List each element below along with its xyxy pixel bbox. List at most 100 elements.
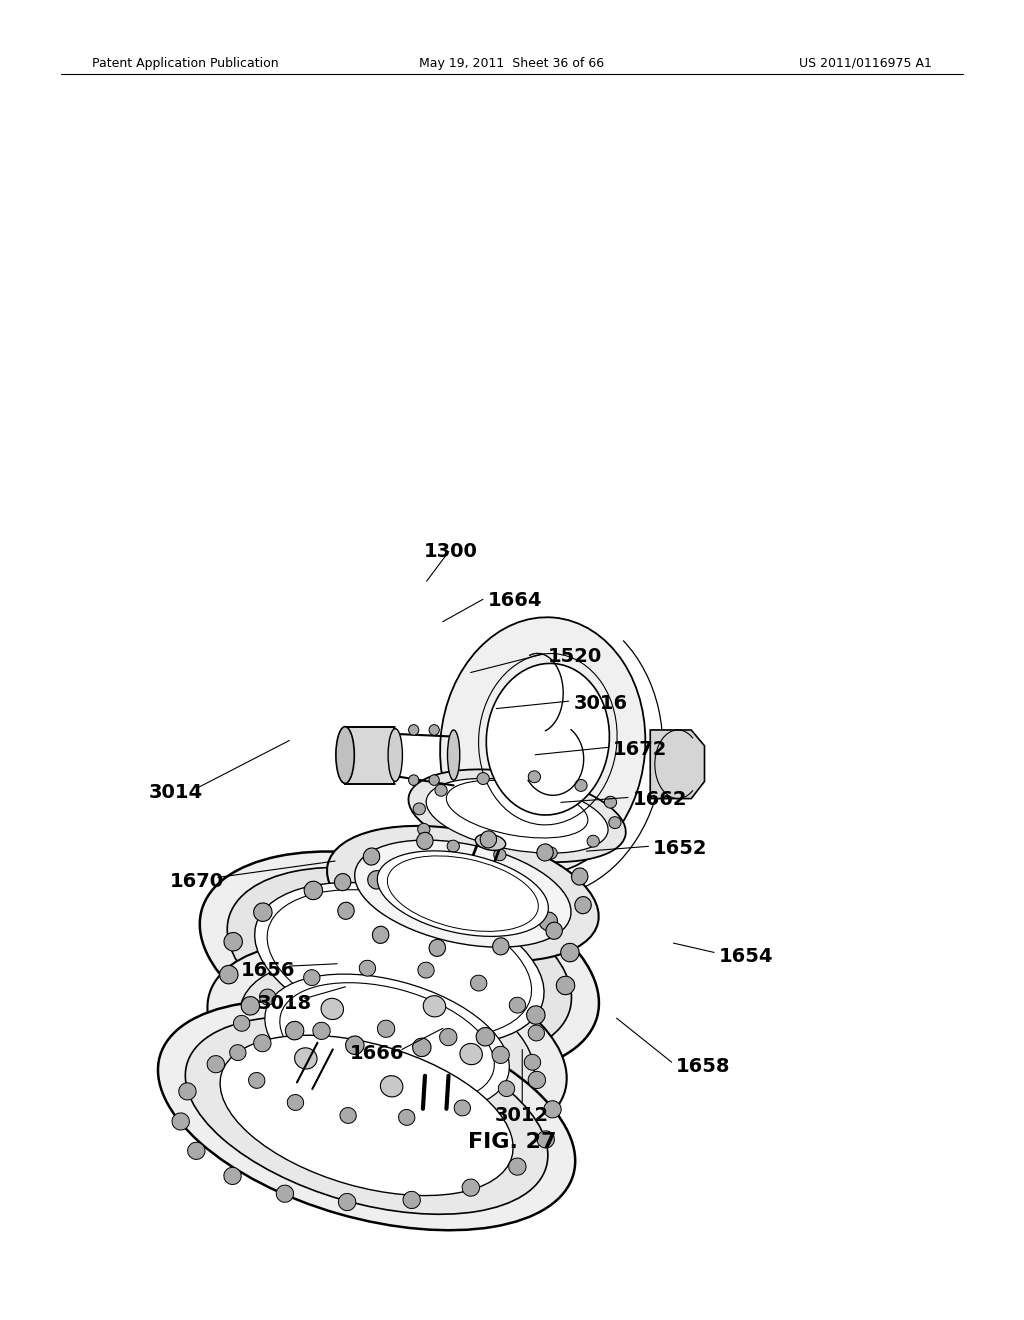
Ellipse shape xyxy=(327,826,599,961)
Ellipse shape xyxy=(435,784,447,796)
Ellipse shape xyxy=(158,1001,575,1230)
Ellipse shape xyxy=(417,833,433,850)
Ellipse shape xyxy=(286,1022,304,1040)
Ellipse shape xyxy=(233,1015,250,1031)
Ellipse shape xyxy=(409,770,626,862)
Text: 1666: 1666 xyxy=(349,1044,404,1063)
Ellipse shape xyxy=(493,937,509,954)
Ellipse shape xyxy=(475,834,506,850)
Ellipse shape xyxy=(537,1131,554,1148)
Ellipse shape xyxy=(546,923,562,940)
Ellipse shape xyxy=(528,771,541,783)
Text: 3014: 3014 xyxy=(150,783,203,801)
Ellipse shape xyxy=(346,1036,365,1055)
Text: 3012: 3012 xyxy=(496,1106,549,1125)
Ellipse shape xyxy=(429,775,439,785)
Ellipse shape xyxy=(409,775,419,785)
Ellipse shape xyxy=(208,941,566,1144)
Text: Patent Application Publication: Patent Application Publication xyxy=(92,57,279,70)
Ellipse shape xyxy=(380,1076,402,1097)
Ellipse shape xyxy=(439,1028,457,1045)
Ellipse shape xyxy=(388,729,402,781)
Ellipse shape xyxy=(368,871,386,890)
Ellipse shape xyxy=(359,960,376,977)
Ellipse shape xyxy=(276,1185,294,1203)
Ellipse shape xyxy=(207,1056,224,1073)
Polygon shape xyxy=(650,730,705,799)
Ellipse shape xyxy=(224,932,243,950)
Ellipse shape xyxy=(259,989,275,1005)
Ellipse shape xyxy=(377,851,549,936)
Ellipse shape xyxy=(499,1081,515,1097)
Ellipse shape xyxy=(423,995,445,1016)
Ellipse shape xyxy=(249,1072,265,1089)
Text: 1672: 1672 xyxy=(612,741,667,759)
Text: 1664: 1664 xyxy=(487,591,542,610)
Ellipse shape xyxy=(429,940,445,957)
Ellipse shape xyxy=(398,1109,415,1126)
Ellipse shape xyxy=(509,1158,526,1175)
Ellipse shape xyxy=(526,1006,545,1024)
Ellipse shape xyxy=(544,1101,561,1118)
Ellipse shape xyxy=(254,903,272,921)
Ellipse shape xyxy=(561,944,580,962)
Ellipse shape xyxy=(265,974,509,1111)
Ellipse shape xyxy=(373,927,389,944)
Ellipse shape xyxy=(338,902,354,919)
Ellipse shape xyxy=(609,817,622,829)
Ellipse shape xyxy=(587,836,599,847)
Ellipse shape xyxy=(185,1016,548,1214)
Ellipse shape xyxy=(574,780,587,792)
Ellipse shape xyxy=(403,1192,421,1209)
Text: 1656: 1656 xyxy=(241,961,296,979)
Ellipse shape xyxy=(219,965,238,983)
Ellipse shape xyxy=(336,726,354,783)
Ellipse shape xyxy=(240,960,535,1126)
Text: 1652: 1652 xyxy=(653,840,708,858)
Ellipse shape xyxy=(528,1072,546,1089)
Ellipse shape xyxy=(418,962,434,978)
Ellipse shape xyxy=(462,1179,479,1196)
Ellipse shape xyxy=(556,977,574,995)
Ellipse shape xyxy=(409,725,419,735)
Ellipse shape xyxy=(571,869,588,886)
Polygon shape xyxy=(345,727,394,784)
Text: 3016: 3016 xyxy=(573,694,628,713)
Ellipse shape xyxy=(539,912,557,931)
Ellipse shape xyxy=(574,896,591,913)
Text: 3018: 3018 xyxy=(258,994,311,1012)
Ellipse shape xyxy=(304,882,323,900)
Ellipse shape xyxy=(440,618,645,874)
Ellipse shape xyxy=(227,867,571,1060)
Ellipse shape xyxy=(172,1113,189,1130)
Ellipse shape xyxy=(492,1047,509,1064)
Ellipse shape xyxy=(322,998,343,1019)
Ellipse shape xyxy=(335,874,351,891)
Ellipse shape xyxy=(418,824,430,836)
Ellipse shape xyxy=(460,1044,482,1065)
Ellipse shape xyxy=(354,840,571,948)
Ellipse shape xyxy=(537,843,553,861)
Ellipse shape xyxy=(224,1167,242,1184)
Ellipse shape xyxy=(480,830,497,847)
Ellipse shape xyxy=(447,730,460,780)
Ellipse shape xyxy=(312,1022,330,1039)
Ellipse shape xyxy=(187,1142,205,1159)
Ellipse shape xyxy=(447,840,460,851)
Ellipse shape xyxy=(545,847,557,859)
Ellipse shape xyxy=(426,779,608,853)
Ellipse shape xyxy=(364,847,380,865)
Ellipse shape xyxy=(455,1100,470,1115)
Ellipse shape xyxy=(486,664,609,814)
Ellipse shape xyxy=(340,1107,356,1123)
Ellipse shape xyxy=(288,1094,303,1110)
Ellipse shape xyxy=(304,970,319,986)
Text: 1662: 1662 xyxy=(633,791,687,809)
Ellipse shape xyxy=(434,873,453,891)
Ellipse shape xyxy=(242,997,260,1015)
Ellipse shape xyxy=(604,796,616,808)
Ellipse shape xyxy=(413,803,425,814)
Ellipse shape xyxy=(338,1193,355,1210)
Text: 1520: 1520 xyxy=(548,647,602,665)
Text: 1654: 1654 xyxy=(719,948,773,966)
